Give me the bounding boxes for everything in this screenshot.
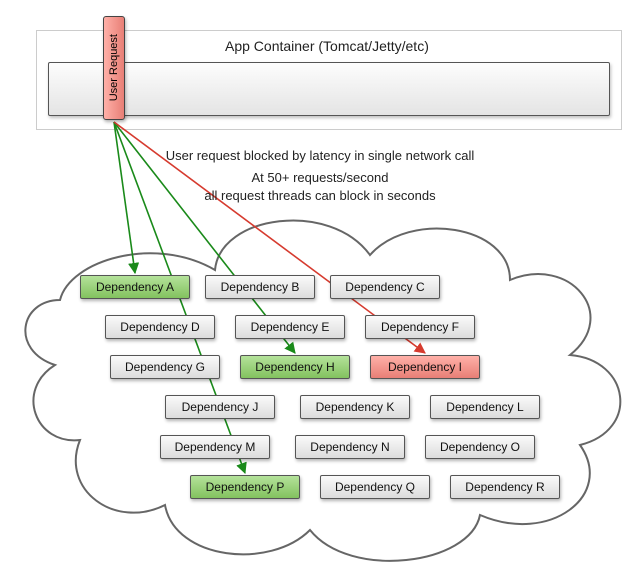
dependency-box: Dependency N (295, 435, 405, 459)
dependency-label: Dependency G (125, 360, 205, 374)
dependency-label: Dependency F (381, 320, 459, 334)
dependency-box: Dependency C (330, 275, 440, 299)
dependency-label: Dependency Q (335, 480, 415, 494)
dependency-box: Dependency L (430, 395, 540, 419)
dependency-label: Dependency N (310, 440, 389, 454)
caption-line: At 50+ requests/second (0, 170, 640, 185)
dependency-box: Dependency O (425, 435, 535, 459)
dependency-label: Dependency B (221, 280, 300, 294)
user-request-box: User Request (103, 16, 125, 120)
cloud-outline (25, 220, 620, 560)
dependency-box: Dependency Q (320, 475, 430, 499)
dependency-label: Dependency I (388, 360, 462, 374)
dependency-box: Dependency A (80, 275, 190, 299)
dependency-box: Dependency B (205, 275, 315, 299)
dependency-label: Dependency J (182, 400, 259, 414)
dependency-box: Dependency M (160, 435, 270, 459)
dependency-label: Dependency M (175, 440, 256, 454)
dependency-label: Dependency E (251, 320, 330, 334)
dependency-label: Dependency L (446, 400, 523, 414)
dependency-box: Dependency H (240, 355, 350, 379)
dependency-label: Dependency O (440, 440, 520, 454)
caption-line: User request blocked by latency in singl… (0, 148, 640, 163)
dependency-box: Dependency P (190, 475, 300, 499)
user-request-label: User Request (108, 34, 120, 101)
dependency-label: Dependency A (96, 280, 174, 294)
dependency-label: Dependency D (120, 320, 199, 334)
dependency-label: Dependency K (316, 400, 395, 414)
dependency-label: Dependency P (206, 480, 285, 494)
dependency-box: Dependency K (300, 395, 410, 419)
dependency-label: Dependency H (255, 360, 334, 374)
dependency-box: Dependency F (365, 315, 475, 339)
dependency-box: Dependency G (110, 355, 220, 379)
app-container-title: App Container (Tomcat/Jetty/etc) (225, 38, 429, 54)
dependency-label: Dependency R (465, 480, 544, 494)
dependency-label: Dependency C (345, 280, 424, 294)
dependency-box: Dependency J (165, 395, 275, 419)
caption-line: all request threads can block in seconds (0, 188, 640, 203)
dependency-box: Dependency I (370, 355, 480, 379)
dependency-box: Dependency E (235, 315, 345, 339)
server-bar (48, 62, 610, 116)
dependency-box: Dependency D (105, 315, 215, 339)
dependency-box: Dependency R (450, 475, 560, 499)
